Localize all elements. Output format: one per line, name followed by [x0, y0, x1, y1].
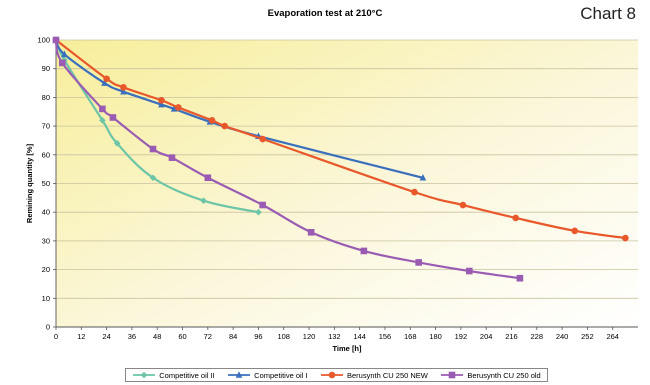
- legend-item: Berusynth CU 250 old: [440, 370, 541, 380]
- chart-title: Evaporation test at 210°C: [267, 8, 383, 19]
- y-axis-title: Remining quantity [%]: [25, 143, 34, 223]
- x-tick-label: 96: [254, 332, 262, 341]
- x-tick-label: 168: [404, 332, 417, 341]
- data-point: [235, 371, 243, 378]
- y-tick-label: 80: [42, 93, 50, 102]
- y-tick-label: 60: [42, 150, 50, 159]
- x-tick-label: 180: [429, 332, 442, 341]
- x-tick-label: 12: [77, 332, 85, 341]
- data-point: [415, 259, 422, 266]
- x-tick-label: 120: [303, 332, 316, 341]
- data-point: [221, 122, 228, 130]
- data-point: [208, 117, 216, 124]
- series-4: [52, 36, 524, 282]
- data-point: [99, 105, 106, 113]
- series-3: [52, 36, 629, 242]
- x-tick-label: 24: [102, 332, 110, 341]
- chart-legend: Competitive oil II Competitive oil I Berus…: [125, 368, 548, 382]
- data-point: [149, 174, 157, 182]
- y-tick-label: 50: [42, 179, 50, 188]
- legend-item: Competitive oil II: [132, 370, 215, 380]
- data-point: [120, 87, 127, 95]
- data-point: [175, 104, 182, 111]
- data-point: [328, 371, 336, 379]
- y-tick-label: 90: [42, 64, 50, 73]
- data-point: [449, 371, 456, 379]
- y-tick-label: 40: [42, 208, 50, 217]
- x-tick-label: 0: [54, 332, 58, 341]
- x-tick-label: 216: [505, 332, 518, 341]
- data-point: [59, 59, 66, 67]
- x-tick-label: 132: [328, 332, 341, 341]
- data-point: [307, 228, 315, 236]
- legend-item: Berusynth CU 250 NEW: [320, 371, 428, 380]
- legend-label: Competitive oil II: [159, 370, 215, 380]
- x-tick-label: 156: [379, 332, 392, 341]
- x-tick-label: 144: [353, 332, 366, 341]
- data-point: [61, 50, 68, 58]
- y-tick-label: 70: [42, 122, 50, 131]
- legend-label: Competitive oil I: [254, 370, 308, 380]
- data-point: [99, 117, 106, 124]
- legend-item: Competitive oil I: [227, 370, 308, 380]
- y-tick-label: 20: [42, 265, 50, 274]
- y-tick-label: 100: [37, 36, 50, 45]
- data-point: [103, 75, 110, 83]
- x-tick-label: 240: [556, 332, 569, 341]
- data-point: [149, 145, 157, 153]
- data-point: [109, 114, 117, 121]
- data-point: [571, 227, 579, 235]
- data-point: [158, 100, 165, 108]
- data-point: [512, 214, 519, 222]
- legend-swatch: [321, 371, 343, 379]
- x-tick-label: 108: [277, 332, 290, 341]
- y-tick-label: 0: [46, 323, 50, 332]
- x-tick-label: 84: [229, 332, 237, 341]
- legend-label: Berusynth CU 250 NEW: [347, 370, 428, 380]
- x-tick-label: 252: [581, 332, 594, 341]
- x-tick-label: 36: [128, 332, 136, 341]
- legend-swatch: [441, 371, 464, 379]
- data-point: [158, 96, 165, 104]
- data-point: [259, 201, 266, 209]
- x-tick-label: 72: [204, 332, 212, 341]
- data-point: [360, 247, 368, 255]
- legend-swatch: [228, 371, 251, 378]
- data-point: [113, 140, 121, 147]
- data-point: [170, 105, 178, 112]
- data-point: [259, 135, 266, 143]
- data-point: [622, 234, 629, 242]
- x-tick-label: 48: [153, 332, 161, 341]
- data-point: [168, 154, 176, 161]
- data-point: [255, 208, 262, 216]
- data-point: [140, 371, 148, 379]
- data-point: [200, 197, 207, 205]
- legend-swatch: [133, 371, 156, 379]
- data-point: [101, 79, 108, 86]
- data-point: [459, 201, 467, 209]
- x-axis-title: Time [h]: [332, 344, 362, 353]
- x-tick-label: 228: [531, 332, 544, 341]
- data-point: [466, 267, 473, 275]
- x-tick-label: 192: [455, 332, 468, 341]
- y-tick-label: 30: [42, 236, 50, 245]
- data-point: [52, 36, 60, 44]
- data-point: [516, 274, 524, 282]
- data-point: [204, 174, 212, 182]
- legend-label: Berusynth CU 250 old: [467, 370, 541, 380]
- y-tick-label: 10: [42, 294, 50, 303]
- chart-number: Chart 8: [580, 4, 636, 23]
- x-tick-label: 264: [606, 332, 619, 341]
- data-point: [419, 173, 427, 181]
- data-point: [411, 188, 418, 196]
- x-tick-label: 60: [178, 332, 186, 341]
- data-point: [120, 84, 127, 91]
- x-tick-label: 204: [480, 332, 493, 341]
